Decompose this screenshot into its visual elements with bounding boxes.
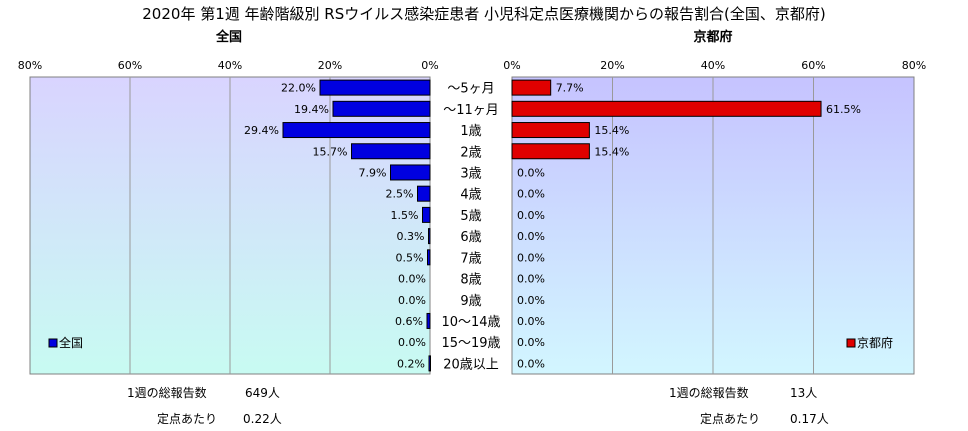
right-bar	[511, 79, 552, 96]
right-tick-label: 80%	[902, 59, 926, 72]
right-per-label: 定点あたり	[700, 412, 761, 426]
right-data-label: 0.0%	[517, 294, 545, 307]
left-per-value: 0.22人	[243, 412, 282, 426]
left-data-label: 7.9%	[359, 166, 387, 179]
left-data-label: 29.4%	[244, 124, 279, 137]
left-data-label: 15.7%	[313, 145, 348, 158]
category-label: 4歳	[460, 188, 481, 203]
left-tick-label: 40%	[218, 59, 242, 72]
right-tick-label: 40%	[701, 59, 725, 72]
left-tick-label: 0%	[421, 59, 438, 72]
category-label: ～5ヶ月	[447, 82, 494, 97]
left-per-label: 定点あたり	[157, 412, 218, 426]
category-labels: ～5ヶ月 ～11ヶ月 1歳 2歳 3歳 4歳 5歳 6歳 7歳 8歳 9歳 10～14歳 15～19歳 2…	[441, 82, 500, 373]
left-data-label: 0.0%	[398, 336, 426, 349]
right-bar	[511, 122, 590, 139]
right-legend-label: 京都府	[857, 335, 893, 350]
left-data-label: 0.6%	[395, 315, 423, 328]
left-data-label: 0.2%	[397, 357, 425, 370]
left-bar	[428, 355, 431, 372]
category-label: 1歳	[460, 124, 481, 139]
right-data-label: 0.0%	[517, 357, 545, 370]
left-data-label: 19.4%	[294, 103, 329, 116]
category-label: 8歳	[460, 273, 481, 288]
left-bar	[390, 164, 431, 181]
left-total-label: 1週の総報告数	[127, 386, 207, 400]
right-data-label: 0.0%	[517, 166, 545, 179]
right-total-label: 1週の総報告数	[669, 386, 749, 400]
category-label: 9歳	[460, 294, 481, 309]
right-data-label: 0.0%	[517, 230, 545, 243]
category-label: 10～14歳	[441, 315, 500, 330]
category-label: 15～19歳	[441, 336, 500, 351]
left-legend-label: 全国	[59, 335, 83, 350]
left-legend-swatch	[48, 338, 58, 348]
right-bar	[511, 100, 822, 117]
left-bar	[319, 79, 431, 96]
left-bar	[426, 312, 431, 329]
category-label: ～11ヶ月	[443, 103, 499, 118]
left-bar	[417, 185, 431, 202]
right-legend-swatch	[846, 338, 856, 348]
right-panel-title: 京都府	[693, 29, 732, 45]
right-data-label: 0.0%	[517, 188, 545, 201]
left-bar	[427, 249, 431, 266]
right-data-label: 0.0%	[517, 336, 545, 349]
right-data-label: 15.4%	[594, 124, 629, 137]
category-label: 3歳	[460, 166, 481, 181]
left-data-label: 2.5%	[386, 188, 414, 201]
left-data-label: 1.5%	[391, 209, 419, 222]
category-label: 7歳	[460, 251, 481, 266]
category-label: 5歳	[460, 209, 481, 224]
right-plot: 0% 20% 40% 60% 80% 7.7% 61.5% 15.4% 15.4% 0.0% 0.0…	[503, 59, 926, 375]
right-bar	[511, 143, 590, 160]
right-data-label: 15.4%	[594, 145, 629, 158]
right-data-label: 0.0%	[517, 273, 545, 286]
left-bar	[332, 100, 431, 117]
right-data-label: 7.7%	[556, 82, 584, 95]
right-tick-label: 0%	[503, 59, 520, 72]
right-per-value: 0.17人	[790, 412, 829, 426]
category-label: 20歳以上	[443, 357, 499, 372]
category-label: 2歳	[460, 145, 481, 160]
right-data-label: 61.5%	[826, 103, 861, 116]
left-bar	[428, 228, 431, 245]
category-label: 6歳	[460, 230, 481, 245]
right-tick-label: 20%	[600, 59, 624, 72]
right-total-value: 13人	[790, 386, 818, 400]
right-data-label: 0.0%	[517, 209, 545, 222]
left-tick-label: 60%	[118, 59, 142, 72]
left-panel-title: 全国	[215, 29, 242, 45]
left-data-label: 0.0%	[398, 294, 426, 307]
left-total-value: 649人	[245, 386, 280, 400]
left-data-label: 0.3%	[397, 230, 425, 243]
left-bar	[422, 206, 431, 223]
left-tick-label: 20%	[318, 59, 342, 72]
left-data-label: 0.0%	[398, 273, 426, 286]
right-tick-label: 60%	[801, 59, 825, 72]
left-data-label: 0.5%	[396, 251, 424, 264]
left-bar	[351, 143, 431, 160]
left-bar	[282, 122, 431, 139]
left-tick-label: 80%	[18, 59, 42, 72]
left-plot: 80% 60% 40% 20% 0% 22.0% 19.4% 29.4% 15.7% 7.9% 2.…	[18, 59, 439, 375]
chart-title: 2020年 第1週 年齢階級別 RSウイルス感染症患者 小児科定点医療機関からの…	[142, 5, 825, 23]
right-data-label: 0.0%	[517, 251, 545, 264]
left-data-label: 22.0%	[281, 82, 316, 95]
right-data-label: 0.0%	[517, 315, 545, 328]
